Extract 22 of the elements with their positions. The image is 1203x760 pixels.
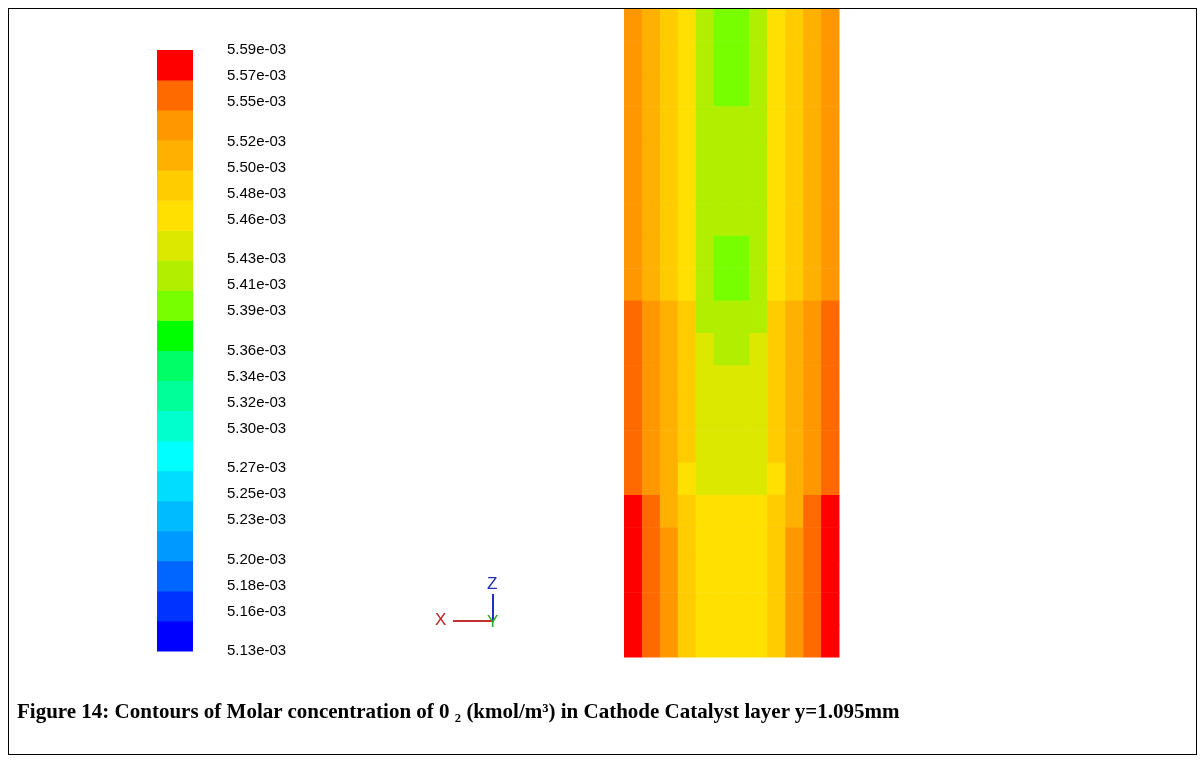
color-bar-label: 5.39e-03 — [227, 301, 287, 319]
color-bar-label: 5.36e-03 — [227, 340, 287, 358]
color-bar-label: 5.43e-03 — [227, 249, 287, 267]
color-bar-label: 5.20e-03 — [227, 549, 287, 567]
color-bar-label: 5.13e-03 — [227, 641, 287, 659]
color-bar-label: 5.55e-03 — [227, 92, 287, 110]
color-bar-label: 5.27e-03 — [227, 458, 287, 476]
text: Figure 14: Contours of Molar concentration of 0 ₂ (kmol/m³) in Cathode Catalyst layer y=1.095mm — [17, 699, 900, 724]
color-bar-label: 5.25e-03 — [227, 484, 287, 502]
color-bar-label: 5.30e-03 — [227, 419, 287, 437]
color-bar-label: 5.46e-03 — [227, 209, 287, 227]
color-bar-label: 5.52e-03 — [227, 131, 287, 149]
color-bar-label: 5.34e-03 — [227, 366, 287, 384]
color-bar-label: 5.16e-03 — [227, 601, 287, 619]
color-bar-label: 5.18e-03 — [227, 575, 287, 593]
color-bar-label: 5.41e-03 — [227, 275, 287, 293]
color-bar-label: 5.48e-03 — [227, 183, 287, 201]
color-bar-label: 5.59e-03 — [227, 40, 287, 58]
color-bar-label: 5.50e-03 — [227, 157, 287, 175]
color-bar-label: 5.32e-03 — [227, 392, 287, 410]
color-bar-label: 5.57e-03 — [227, 66, 287, 84]
color-bar-label: 5.23e-03 — [227, 510, 287, 528]
